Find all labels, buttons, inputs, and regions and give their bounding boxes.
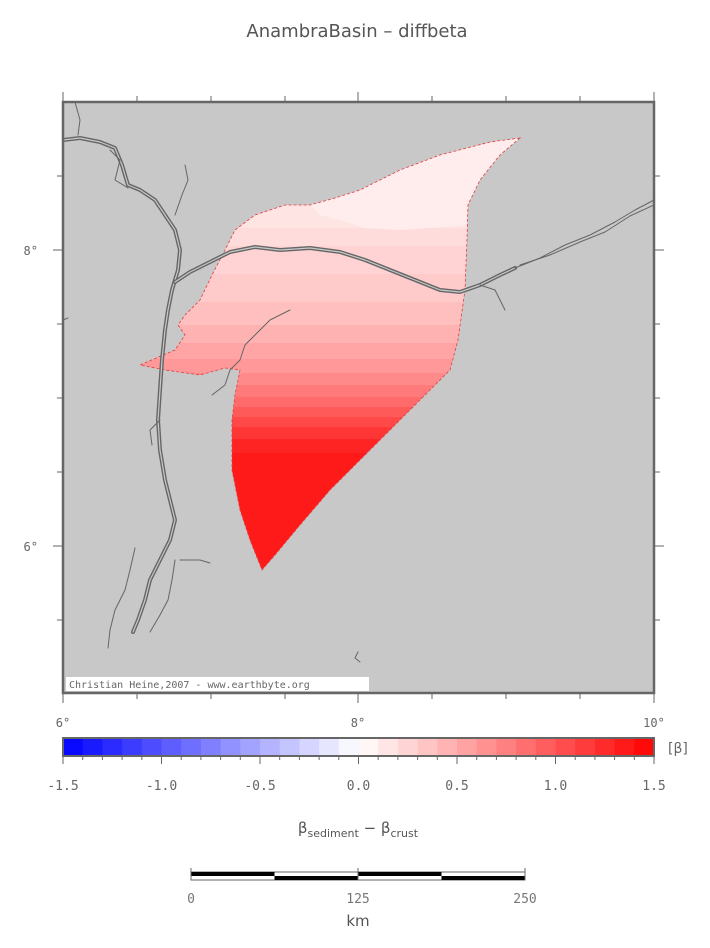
colorbar-cell	[161, 738, 182, 756]
colorbar-label-sub2: crust	[390, 827, 418, 840]
colorbar-cell	[200, 738, 222, 756]
tributaries	[63, 102, 654, 663]
lat-label-8: 8°	[24, 244, 38, 258]
colorbar-cell	[141, 738, 162, 756]
colorbar-cell	[594, 738, 616, 756]
colorbar-cell	[575, 738, 596, 756]
colorbar-unit: [β]	[668, 741, 688, 757]
colorbar-cell	[122, 738, 143, 756]
colorbar-cell	[220, 738, 241, 756]
colorbar: [β] -1.5 -1.0 -0.5 0.0 0.5 1.0 1.5 βsedi…	[47, 737, 688, 840]
colorbar-cell	[319, 738, 340, 756]
scale-bar-segment	[441, 876, 525, 880]
colorbar-cell	[397, 738, 419, 756]
lon-label-8: 8°	[351, 716, 365, 730]
colorbar-tick-label: -0.5	[244, 779, 275, 794]
colorbar-tick-label: -1.5	[47, 779, 78, 794]
scale-bar-segment	[274, 876, 358, 880]
scale-tick-label: 125	[346, 892, 369, 907]
colorbar-cell	[240, 738, 261, 756]
lon-label-10: 10°	[643, 716, 665, 730]
colorbar-cell	[614, 738, 635, 756]
colorbar-tick-label: 0.5	[445, 779, 468, 794]
lon-label-6: 6°	[56, 716, 70, 730]
colorbar-cell	[279, 738, 300, 756]
colorbar-cell	[496, 738, 517, 756]
colorbar-tick-label: 1.5	[642, 779, 665, 794]
colorbar-cell	[63, 738, 84, 756]
scale-bar-segment	[358, 872, 442, 876]
credit-text: Christian Heine,2007 - www.earthbyte.org	[69, 680, 310, 691]
colorbar-tick-label: 0.0	[347, 779, 370, 794]
colorbar-label-beta2: β	[381, 819, 391, 837]
colorbar-cell	[417, 738, 438, 756]
colorbar-tick-label: -1.0	[146, 779, 177, 794]
colorbar-cell	[260, 738, 281, 756]
colorbar-cell	[555, 738, 576, 756]
colorbar-cell	[535, 738, 556, 756]
colorbar-label-beta1: β	[298, 819, 308, 837]
colorbar-cells	[63, 738, 655, 756]
colorbar-cell	[181, 738, 202, 756]
colorbar-cell	[358, 738, 379, 756]
scale-bar-segment	[191, 872, 275, 876]
colorbar-cell	[378, 738, 399, 756]
colorbar-label: βsediment − βcrust	[298, 819, 419, 840]
colorbar-label-minus: −	[359, 819, 381, 837]
scale-tick-label: 250	[513, 892, 536, 907]
colorbar-label-sub1: sediment	[307, 827, 359, 840]
lat-label-6: 6°	[24, 540, 38, 554]
colorbar-ticks	[62, 756, 655, 764]
colorbar-cell	[102, 738, 123, 756]
scale-unit: km	[346, 912, 369, 930]
rivers	[63, 102, 654, 663]
colorbar-cell	[634, 738, 655, 756]
colorbar-cell	[437, 738, 458, 756]
credit-box	[66, 677, 369, 691]
colorbar-cell	[82, 738, 103, 756]
colorbar-cell	[338, 738, 359, 756]
map-ticks	[53, 92, 664, 703]
colorbar-cell	[299, 738, 320, 756]
scale-bar: 0 125 250 km	[187, 868, 537, 930]
scale-tick-label: 0	[187, 892, 195, 907]
colorbar-cell	[476, 738, 497, 756]
colorbar-cell	[457, 738, 478, 756]
basin-outline	[138, 137, 522, 571]
map-panel: 8° 6° 6° 8° 10° Christian Heine,2007 - w…	[24, 92, 665, 730]
colorbar-tick-label: 1.0	[544, 779, 567, 794]
colorbar-cell	[516, 738, 537, 756]
map-title: AnambraBasin – diffbeta	[246, 21, 467, 42]
